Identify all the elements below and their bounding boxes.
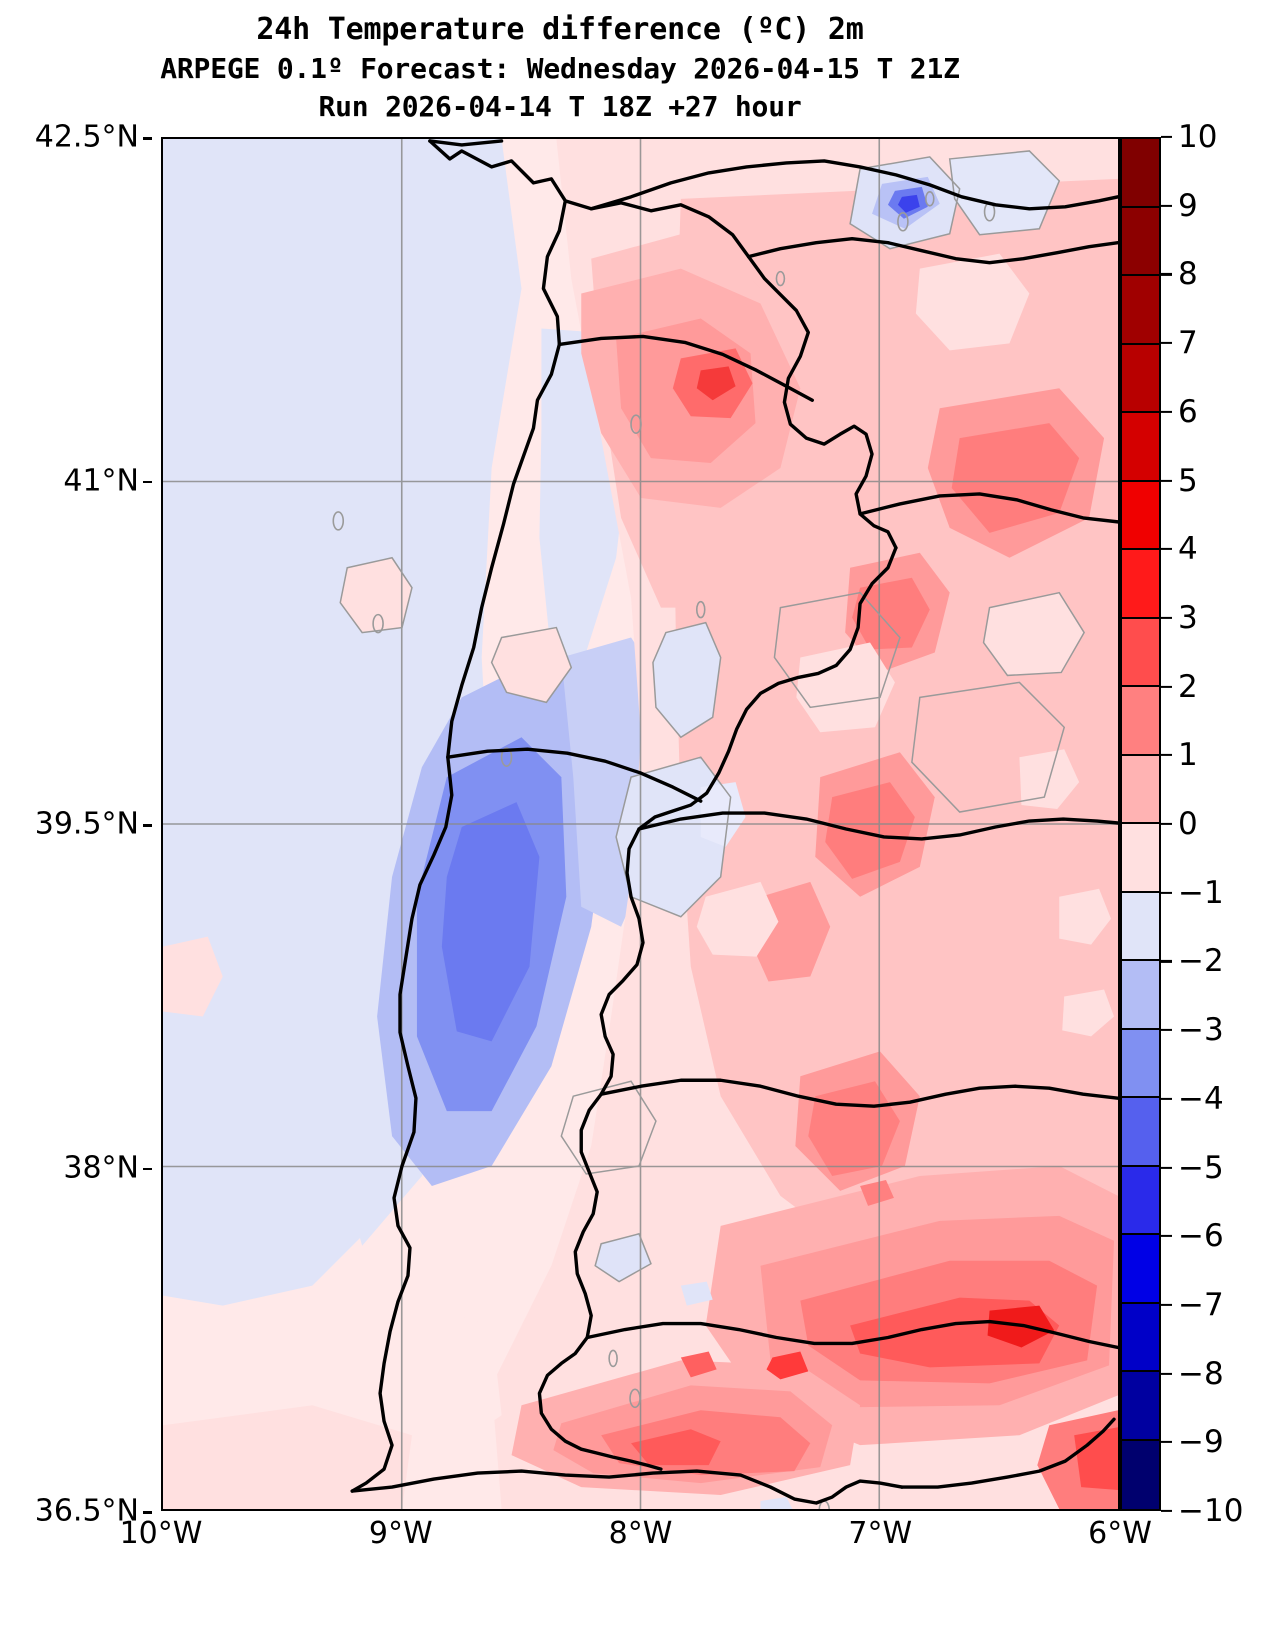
colorbar-band — [1122, 1372, 1159, 1441]
colorbar-tick-labels: 10 9 8 7 6 5 4 3 2 1 0 −1 −2 −3 −4 −5 −6 −7 −8 −9 −10 — [1161, 119, 1267, 1529]
y-tick-mark — [143, 824, 152, 827]
colorbar-tick-label: −9 — [1178, 1424, 1224, 1461]
colorbar-tick-mark — [1161, 1235, 1172, 1238]
colorbar-tick-mark — [1161, 1166, 1172, 1169]
x-tick-label: 6°W — [1088, 1516, 1152, 1551]
x-tick-label: 7°W — [848, 1516, 913, 1551]
province-boundaries — [339, 150, 1086, 1283]
colorbar-tick-label: 0 — [1178, 806, 1198, 842]
colorbar-tick-label: −10 — [1178, 1493, 1244, 1529]
colorbar-tick-label: 9 — [1178, 187, 1198, 224]
contour-fill-layer — [163, 139, 1118, 1509]
colorbar-band — [1122, 481, 1159, 550]
x-tick-label: 10°W — [119, 1516, 203, 1551]
colorbar-tick-mark — [1161, 1372, 1172, 1375]
colorbar — [1120, 137, 1161, 1511]
coastline-and-borders — [350, 139, 1118, 1505]
colorbar-tick-label: 2 — [1178, 668, 1198, 705]
colorbar-tick-label: −2 — [1178, 943, 1224, 980]
colorbar-tick-mark — [1161, 479, 1172, 482]
map-gridlines — [163, 139, 1118, 1509]
colorbar-tick-label: −6 — [1178, 1218, 1224, 1255]
colorbar-tick-mark — [1161, 1029, 1172, 1032]
colorbar-tick-label: −1 — [1178, 874, 1224, 911]
colorbar-tick-mark — [1161, 1509, 1172, 1513]
colorbar-band — [1122, 207, 1159, 276]
colorbar-band — [1122, 1303, 1159, 1372]
colorbar-tick-label: 7 — [1178, 325, 1198, 362]
colorbar-tick-mark — [1161, 754, 1172, 757]
colorbar-band — [1122, 755, 1159, 824]
colorbar-tick-mark — [1161, 685, 1172, 688]
x-axis-labels: 10°W 9°W 8°W 7°W 6°W — [120, 1516, 1152, 1576]
y-tick-label: 39.5°N — [34, 806, 139, 842]
x-tick-label: 8°W — [608, 1516, 673, 1551]
colorbar-tick-label: 5 — [1178, 462, 1198, 499]
y-tick-label: 42.5°N — [34, 119, 139, 155]
colorbar-band — [1122, 687, 1159, 756]
colorbar-band — [1122, 1029, 1159, 1098]
colorbar-band — [1122, 961, 1159, 1030]
colorbar-band — [1122, 618, 1159, 687]
y-tick-mark — [143, 480, 152, 483]
colorbar-band — [1122, 139, 1159, 208]
colorbar-tick-mark — [1161, 822, 1172, 826]
title-line-run: Run 2026-04-14 T 18Z +27 hour — [318, 89, 802, 123]
colorbar-band — [1122, 892, 1159, 961]
colorbar-tick-mark — [1161, 616, 1172, 619]
x-tick-label: 9°W — [368, 1516, 433, 1551]
y-tick-mark — [143, 1167, 152, 1170]
colorbar-tick-label: 8 — [1178, 256, 1198, 293]
colorbar-band — [1122, 1235, 1159, 1304]
colorbar-tick-label: 10 — [1178, 119, 1218, 155]
y-axis-labels: 42.5°N 41°N 39.5°N 38°N 36.5°N — [0, 120, 152, 1529]
colorbar-tick-mark — [1161, 960, 1172, 963]
colorbar-band — [1122, 824, 1159, 893]
colorbar-tick-mark — [1161, 1303, 1172, 1306]
colorbar-tick-label: −7 — [1178, 1286, 1224, 1323]
colorbar-band — [1122, 276, 1159, 345]
figure-title: 24h Temperature difference (ºC) 2m ARPEG… — [0, 10, 1120, 125]
colorbar-tick-mark — [1161, 1441, 1172, 1444]
title-line-forecast: ARPEGE 0.1º Forecast: Wednesday 2026-04-… — [160, 52, 960, 86]
y-tick-label: 36.5°N — [34, 1493, 139, 1529]
colorbar-tick-label: 4 — [1178, 531, 1198, 568]
y-tick-label: 41°N — [63, 463, 139, 498]
colorbar-band — [1122, 550, 1159, 619]
colorbar-tick-mark — [1161, 204, 1172, 207]
colorbar-tick-label: 3 — [1178, 599, 1198, 636]
y-tick-mark — [143, 137, 152, 140]
colorbar-tick-mark — [1161, 1097, 1172, 1100]
y-tick-mark — [143, 1511, 152, 1514]
colorbar-tick-mark — [1161, 891, 1172, 894]
colorbar-tick-label: −8 — [1178, 1355, 1224, 1392]
colorbar-band — [1122, 413, 1159, 482]
colorbar-band — [1122, 344, 1159, 413]
colorbar-band — [1122, 1440, 1159, 1509]
colorbar-tick-label: −3 — [1178, 1012, 1224, 1049]
title-line-variable: 24h Temperature difference (ºC) 2m — [256, 12, 864, 47]
colorbar-band — [1122, 1166, 1159, 1235]
colorbar-tick-mark — [1161, 410, 1172, 413]
colorbar-tick-label: −5 — [1178, 1149, 1224, 1186]
colorbar-band — [1122, 1098, 1159, 1167]
y-tick-label: 38°N — [63, 1150, 139, 1185]
colorbar-tick-label: 1 — [1178, 737, 1198, 774]
map-plot-area — [161, 137, 1120, 1511]
colorbar-tick-mark — [1161, 135, 1172, 139]
temperature-difference-contour-map — [163, 139, 1118, 1509]
colorbar-tick-label: −4 — [1178, 1080, 1224, 1117]
colorbar-tick-label: 6 — [1178, 393, 1198, 430]
colorbar-tick-mark — [1161, 548, 1172, 551]
colorbar-tick-mark — [1161, 273, 1172, 276]
colorbar-tick-mark — [1161, 342, 1172, 345]
